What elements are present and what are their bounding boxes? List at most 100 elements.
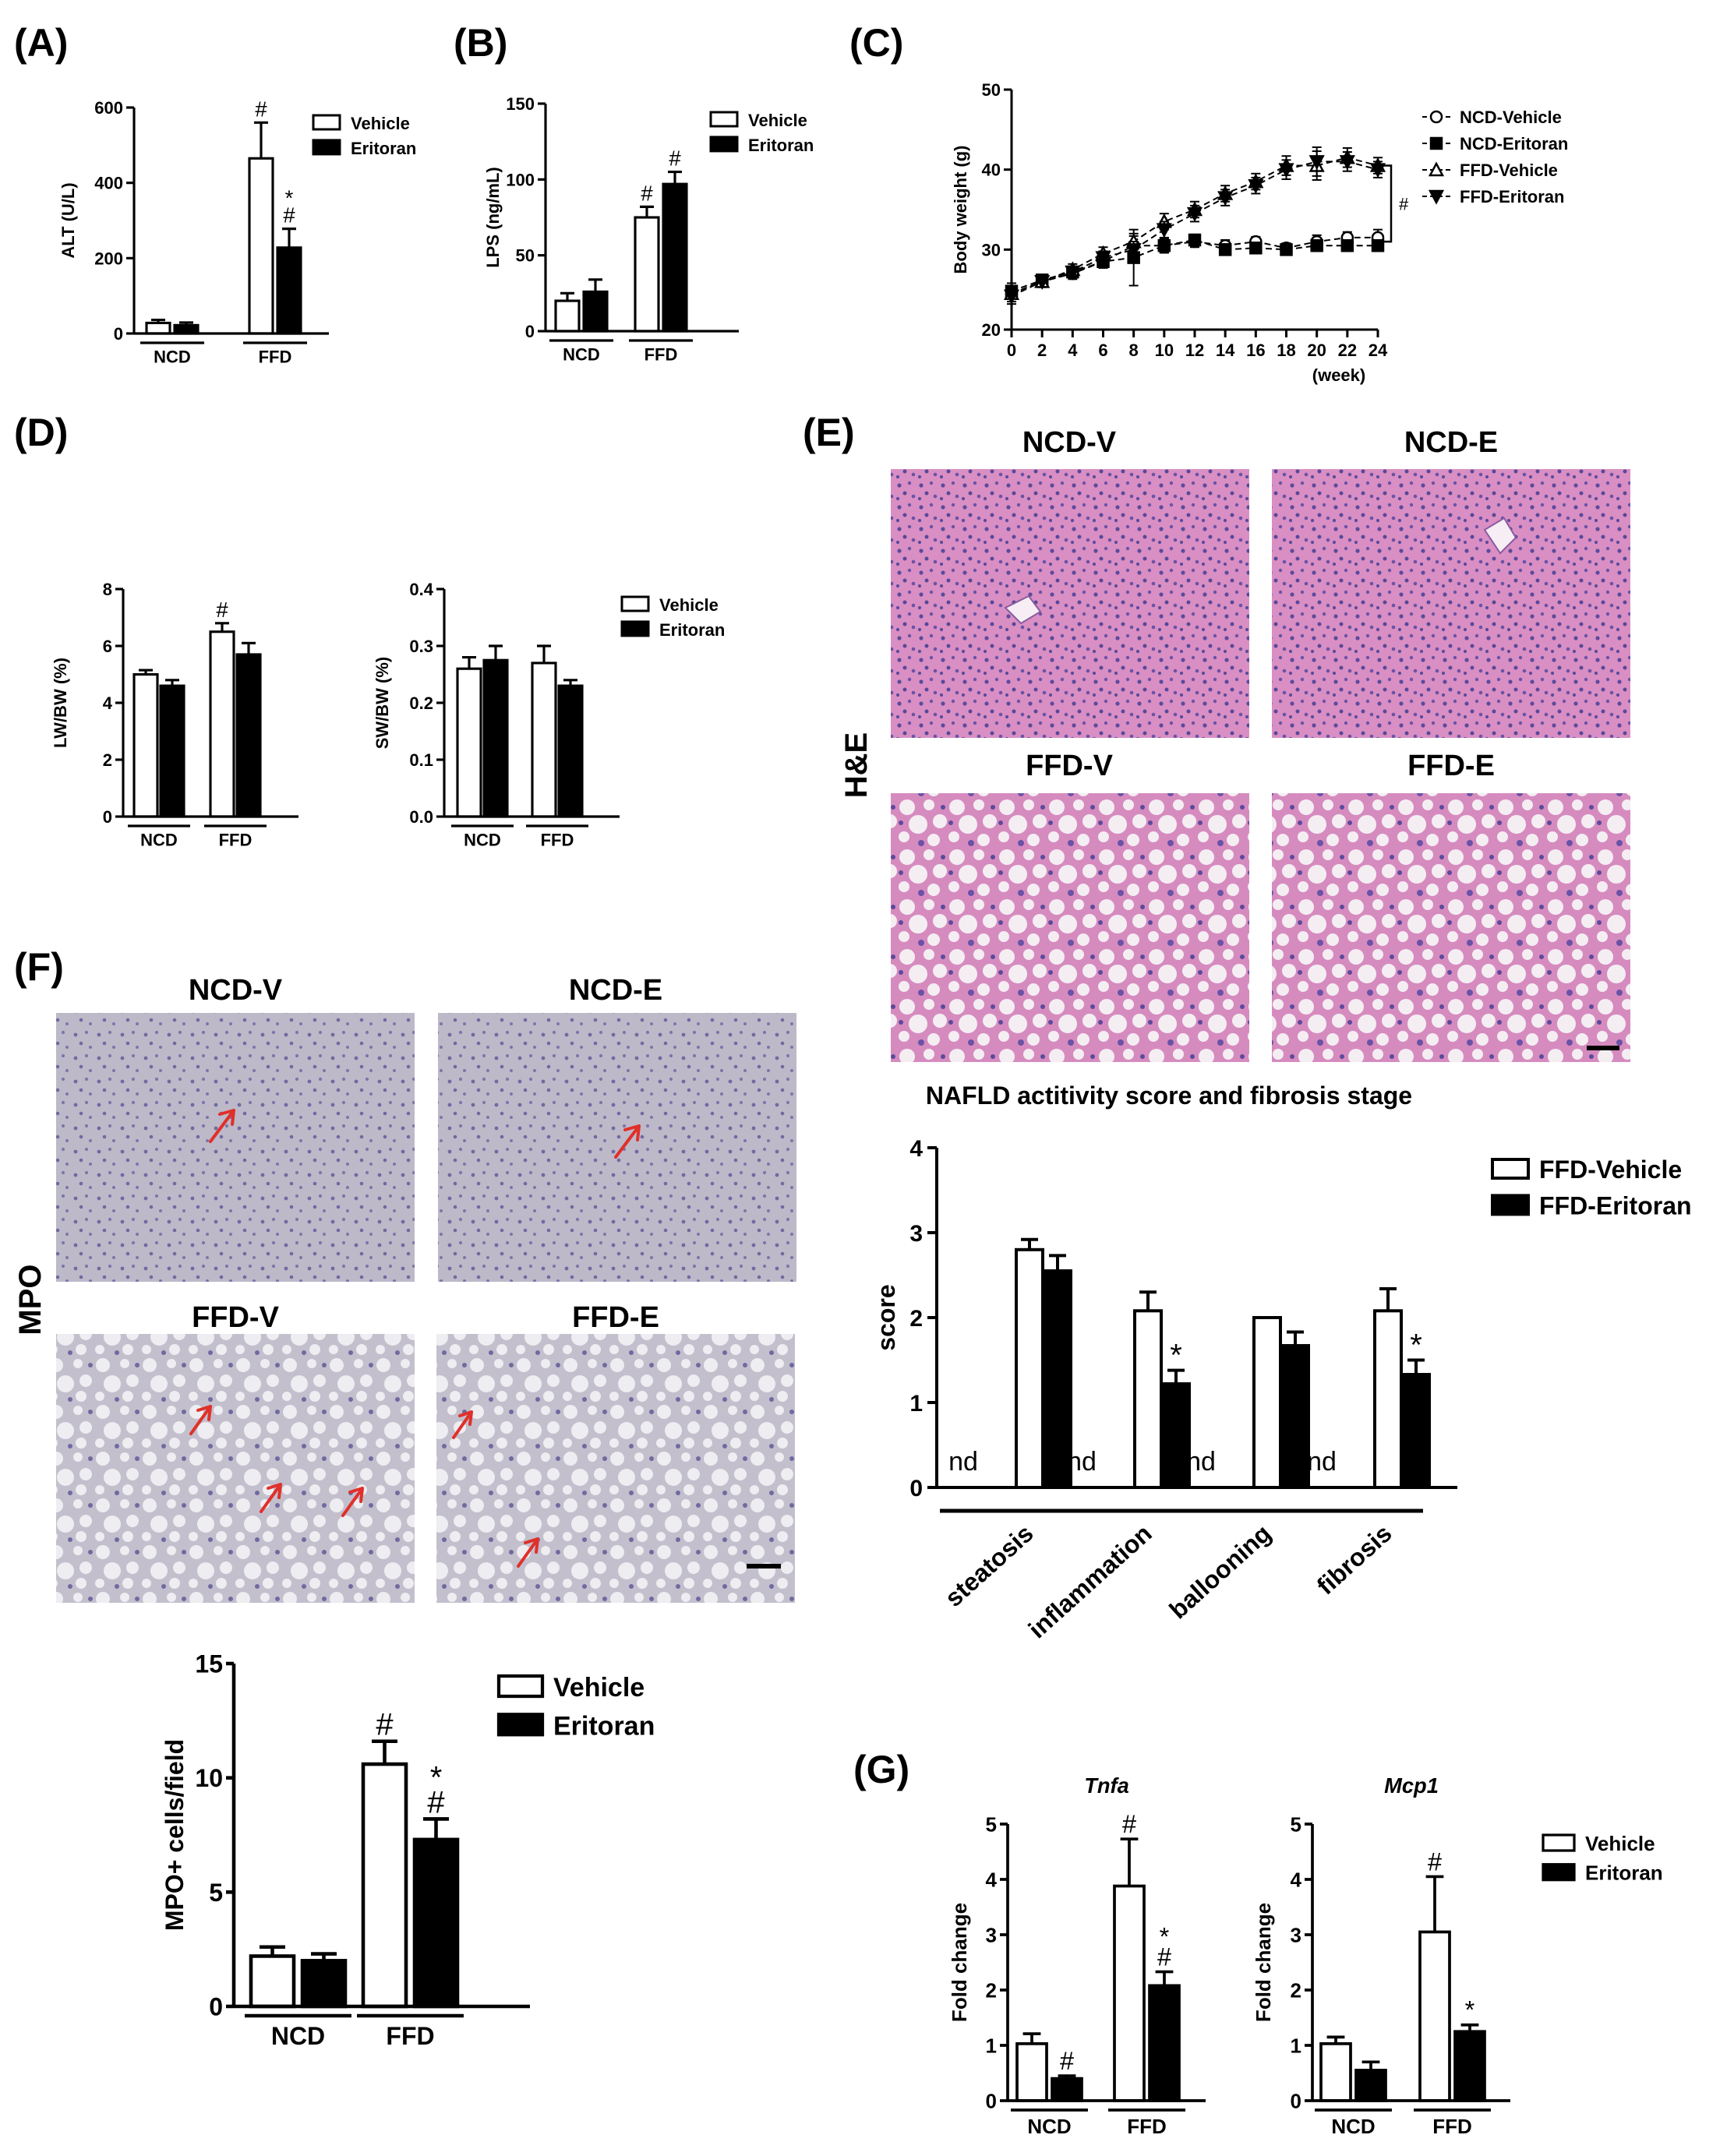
- significance-mark: *: [1410, 1329, 1422, 1363]
- legend-swatch-ffd-eritoran: [1491, 1194, 1530, 1216]
- legend-swatch-eritoran: [620, 620, 650, 637]
- bar-vehicle-ffd: [361, 1762, 408, 2009]
- he-vessel-ncd-v: [1004, 595, 1042, 625]
- y-tick-label: 0: [103, 807, 112, 827]
- significance-mark: #: [1122, 1810, 1136, 1838]
- y-tick-label: 600: [94, 98, 123, 118]
- bar-vehicle-ffd: [1418, 1930, 1451, 2102]
- y-tick-label: 4: [103, 693, 113, 713]
- he-title-ncd-e: NCD-E: [1404, 426, 1498, 459]
- data-point: [1280, 243, 1293, 256]
- he-image-ncd-v: [891, 469, 1249, 738]
- bar-eritoran-ffd: [235, 653, 262, 818]
- y-tick-label: 0: [986, 2089, 997, 2112]
- he-row-label: H&E: [839, 732, 874, 798]
- significance-mark: #: [1428, 1847, 1442, 1875]
- data-point: [1248, 178, 1264, 194]
- data-point: [1308, 155, 1325, 171]
- nd-label: nd: [1067, 1447, 1097, 1477]
- he-vessel-ncd-e: [1483, 517, 1517, 555]
- nd-label: nd: [1186, 1447, 1216, 1477]
- y-tick-label: 400: [94, 174, 123, 193]
- y-axis-label: Fold change: [1252, 1903, 1275, 2022]
- data-point: [1188, 233, 1202, 247]
- data-point: [1249, 242, 1263, 255]
- y-tick-label: 0: [114, 324, 123, 344]
- mpo-image-ncd-v: [56, 1013, 415, 1282]
- nd-label: nd: [948, 1447, 978, 1477]
- significance-mark: *: [1160, 1923, 1170, 1951]
- group-label-ncd: NCD: [1331, 2115, 1375, 2138]
- legend-swatch-vehicle: [312, 114, 341, 131]
- bar-ffd-vehicle-inflammation: [1133, 1309, 1163, 1490]
- legend-marker-ncd-vehicle: [1429, 110, 1443, 124]
- data-point: [1371, 238, 1385, 252]
- mpo-image-ffd-e: [436, 1334, 795, 1603]
- legend-marker-ffd-eritoran: [1428, 189, 1445, 205]
- significance-mark: #: [1157, 1943, 1171, 1971]
- bar-eritoran-ncd: [300, 1959, 348, 2009]
- significance-mark: #: [1399, 194, 1409, 213]
- bar-eritoran-ffd: [412, 1837, 460, 2009]
- x-tick-label: 16: [1246, 341, 1265, 360]
- series-ffd-vehicle: [1003, 146, 1386, 303]
- bar-vehicle-ncd: [145, 321, 171, 335]
- legend-swatch-eritoran: [496, 1713, 545, 1737]
- x-tick-label: 10: [1155, 341, 1174, 360]
- data-point: [1218, 243, 1232, 256]
- arrow-icon: [189, 1405, 212, 1435]
- bar-vehicle-ffd: [248, 157, 274, 335]
- x-tick-label: 0: [1007, 341, 1016, 360]
- bar-vehicle-ncd: [132, 672, 159, 818]
- significance-mark: *: [285, 186, 294, 210]
- significance-mark: *: [430, 1760, 443, 1794]
- group-label-ffd: FFD: [541, 830, 574, 849]
- bar-eritoran-ffd: [557, 684, 584, 818]
- bar-ffd-eritoran-fibrosis: [1401, 1373, 1431, 1490]
- significance-mark: #: [669, 146, 681, 171]
- group-label-ncd: NCD: [1027, 2115, 1071, 2138]
- arrow-icon: [260, 1483, 282, 1513]
- legend-marker-ffd-vehicle: [1428, 161, 1445, 177]
- y-tick-label: 0.4: [409, 580, 433, 599]
- y-tick-label: 1: [1291, 2034, 1301, 2057]
- x-tick-label: 6: [1098, 341, 1107, 360]
- legend-label-vehicle: Vehicle: [748, 111, 807, 130]
- group-label-ffd: FFD: [219, 830, 253, 849]
- y-tick-label: 40: [982, 161, 1001, 180]
- significance-mark: #: [427, 1785, 445, 1819]
- x-tick-label: 22: [1338, 341, 1357, 360]
- data-point: [1186, 206, 1203, 222]
- significance-mark: #: [283, 203, 295, 228]
- mpo-title-ffd-v: FFD-V: [192, 1301, 280, 1334]
- chart-mcp1: 0 1 2 3 4 5 Fold change Mcp1 NCD # * FFD Vehicle Erit…: [1252, 1773, 1663, 2138]
- data-point: [1065, 265, 1081, 281]
- y-tick-label: 0: [909, 1476, 923, 1501]
- bar-eritoran-ncd: [482, 658, 509, 818]
- data-point: [1125, 243, 1142, 258]
- group-label-ffd: FFD: [645, 344, 678, 364]
- mpo-image-ffd-v: [56, 1334, 415, 1603]
- bar-eritoran-ncd: [582, 290, 609, 333]
- data-point: [1156, 223, 1172, 238]
- legend-label-vehicle: Vehicle: [351, 114, 410, 133]
- legend-label-ffd-vehicle: FFD-Vehicle: [1460, 161, 1558, 180]
- y-tick-label: 10: [195, 1764, 223, 1792]
- legend-label-ncd-vehicle: NCD-Vehicle: [1460, 108, 1562, 127]
- y-tick-label: 0: [525, 322, 535, 341]
- he-title-ffd-v: FFD-V: [1026, 750, 1114, 782]
- bar-eritoran-ncd: [1051, 2077, 1083, 2102]
- legend-swatch-eritoran: [312, 139, 341, 156]
- legend-label-vehicle: Vehicle: [659, 595, 719, 615]
- x-tick-label: 24: [1369, 341, 1388, 360]
- bar-ffd-vehicle-steatosis: [1015, 1247, 1044, 1490]
- arrow-icon: [452, 1410, 473, 1439]
- y-axis-label: LW/BW (%): [51, 658, 70, 748]
- he-image-ncd-e: [1272, 469, 1630, 738]
- y-tick-label: 5: [1291, 1812, 1301, 1836]
- data-point: [1310, 238, 1323, 252]
- panel-letter-a: (A): [14, 21, 68, 65]
- y-tick-label: 0.0: [409, 807, 433, 827]
